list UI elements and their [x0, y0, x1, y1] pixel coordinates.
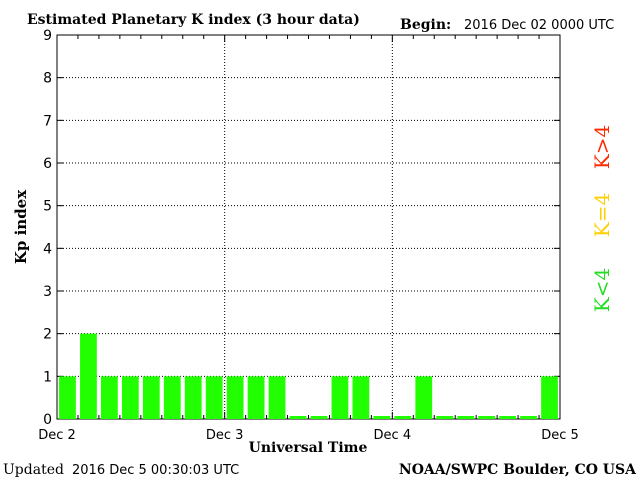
y-tick-label: 1	[43, 369, 52, 385]
kp-bar	[101, 376, 118, 419]
x-tick-label: Dec 4	[374, 428, 412, 443]
x-tick-label: Dec 2	[38, 428, 76, 443]
kp-bar	[457, 416, 475, 419]
bars-group	[59, 333, 558, 419]
legend-k-less-4: K<4	[590, 268, 614, 312]
kp-bar	[247, 376, 265, 419]
y-tick-label: 0	[43, 412, 52, 428]
y-tick-label: 3	[43, 284, 52, 300]
kp-bar	[163, 376, 181, 419]
kp-bar	[205, 376, 223, 419]
x-axis-title: Universal Time	[249, 440, 368, 456]
kp-bar	[142, 376, 160, 419]
y-tick-label: 5	[43, 199, 52, 215]
y-tick-labels: 0 1 2 3 4 5 6 7 8 9	[43, 28, 52, 428]
kp-bar	[352, 376, 370, 419]
begin-label: Begin:	[400, 17, 451, 33]
x-tick-labels: Dec 2 Dec 3 Dec 4 Dec 5	[38, 428, 579, 443]
x-tick-label: Dec 3	[206, 428, 244, 443]
kp-bar	[499, 416, 516, 419]
grid-lines	[57, 35, 560, 419]
kp-bar	[436, 416, 454, 419]
kp-bar	[541, 376, 558, 419]
chart-title: Estimated Planetary K index (3 hour data…	[27, 12, 360, 28]
kp-bar	[331, 376, 349, 419]
y-tick-label: 2	[43, 327, 52, 343]
legend-k-greater-4: K>4	[590, 125, 614, 169]
axis-ticks	[56, 34, 561, 420]
kp-bar	[478, 416, 496, 419]
kp-bar	[394, 416, 412, 419]
kp-bar	[289, 416, 307, 419]
begin-value: 2016 Dec 02 0000 UTC	[464, 18, 614, 33]
y-tick-label: 6	[43, 156, 52, 172]
kp-bar	[520, 416, 537, 419]
updated-value: 2016 Dec 5 00:30:03 UTC	[72, 463, 239, 478]
footer-credit: NOAA/SWPC Boulder, CO USA	[399, 462, 637, 478]
x-tick-label: Dec 5	[541, 428, 579, 443]
kp-bar	[80, 333, 97, 419]
kp-bar	[184, 376, 202, 419]
kp-bar	[59, 376, 76, 419]
y-tick-label: 7	[43, 113, 52, 129]
y-axis-title: Kp index	[12, 189, 30, 264]
y-tick-label: 8	[43, 71, 52, 87]
updated-label: Updated	[3, 462, 64, 478]
legend-k-equal-4: K=4	[590, 193, 614, 237]
kp-bar	[121, 376, 139, 419]
kp-bar	[373, 416, 391, 419]
plot-frame	[56, 34, 561, 420]
y-tick-label: 9	[43, 28, 52, 44]
kp-bar	[415, 376, 433, 419]
kp-bar	[268, 376, 286, 419]
kp-bar	[310, 416, 328, 419]
y-tick-label: 4	[43, 241, 52, 257]
kp-bar	[226, 376, 244, 419]
